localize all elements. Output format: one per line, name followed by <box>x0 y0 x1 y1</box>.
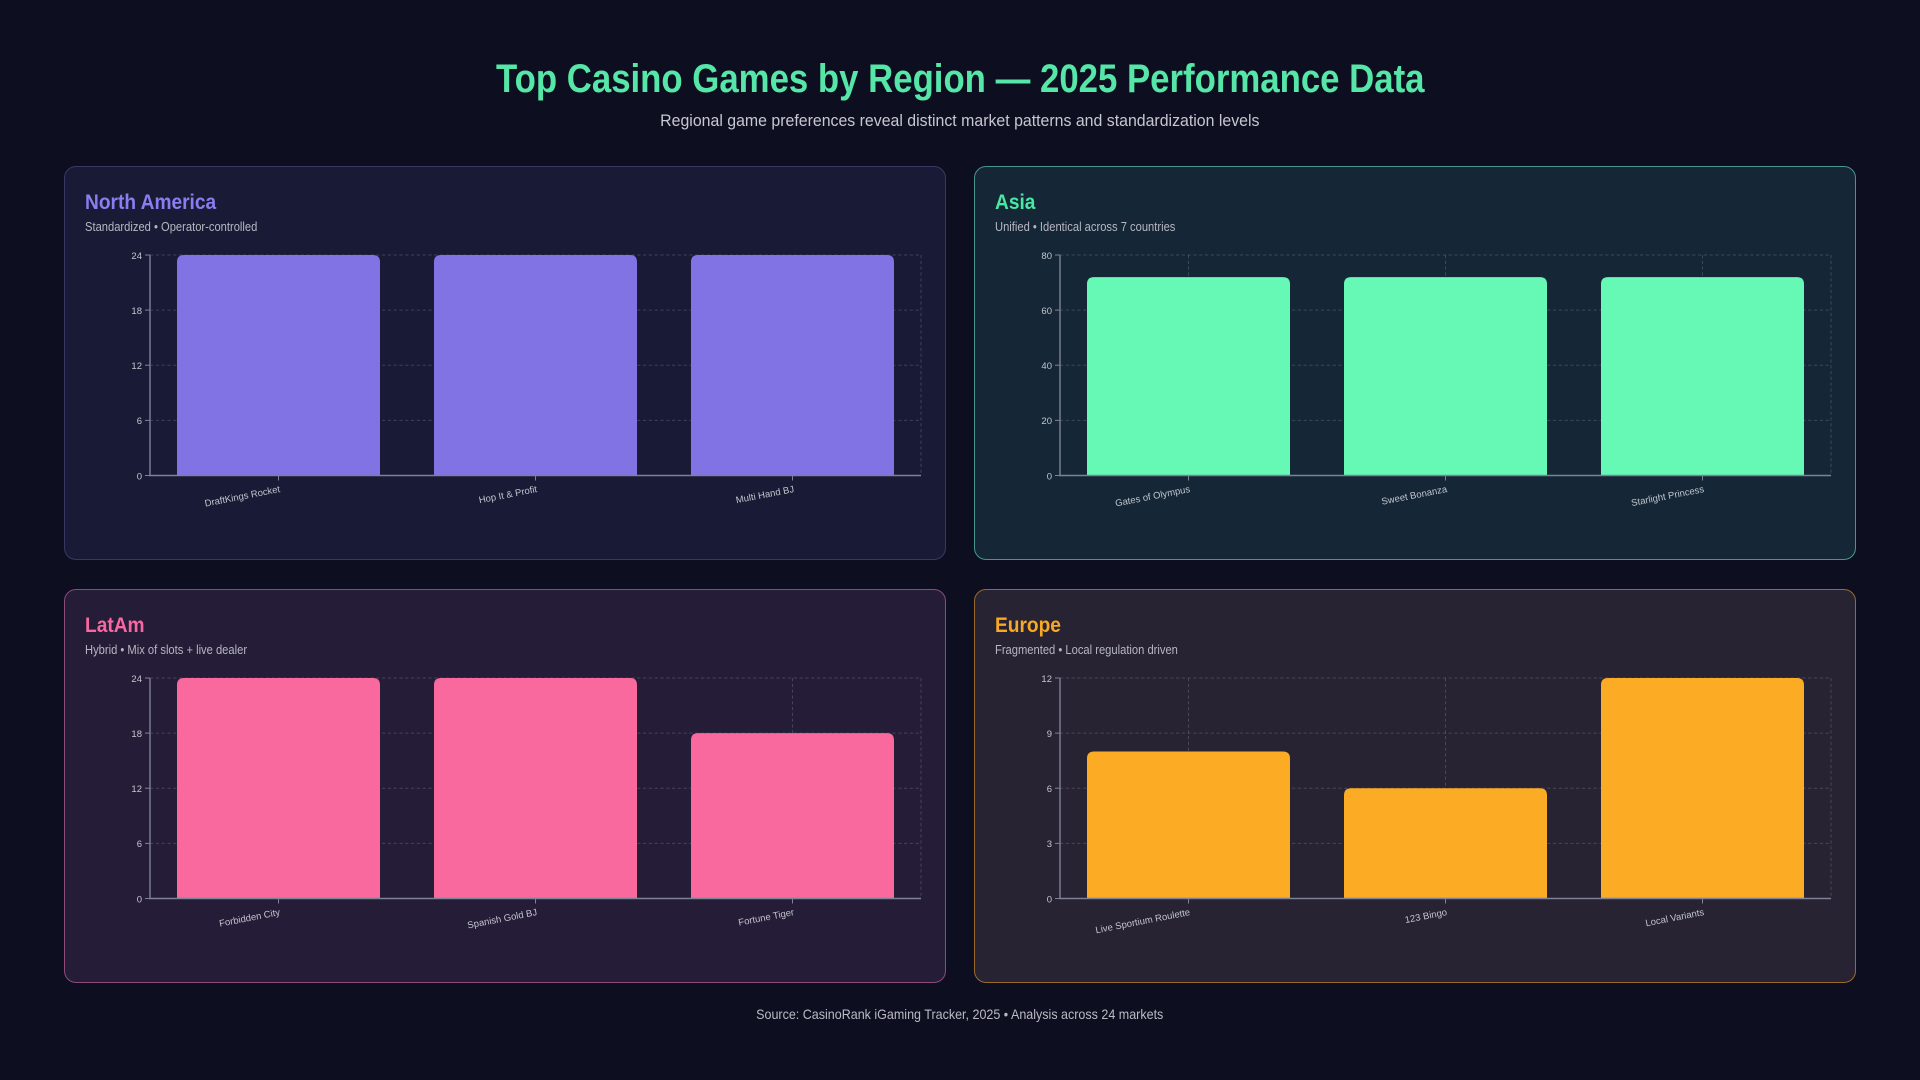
svg-text:Gates of Olympus: Gates of Olympus <box>1114 484 1191 509</box>
svg-text:Sweet Bonanza: Sweet Bonanza <box>1381 484 1449 508</box>
svg-text:60: 60 <box>1041 306 1052 317</box>
svg-text:12: 12 <box>1041 674 1052 685</box>
svg-text:Hop It & Profit: Hop It & Profit <box>478 484 539 506</box>
svg-text:6: 6 <box>137 416 142 427</box>
svg-text:123 Bingo: 123 Bingo <box>1404 907 1448 926</box>
svg-text:24: 24 <box>131 251 142 262</box>
svg-text:24: 24 <box>131 674 142 685</box>
svg-text:Multi Hand BJ: Multi Hand BJ <box>735 484 795 506</box>
svg-text:Live Sportium Roulette: Live Sportium Roulette <box>1095 907 1191 936</box>
svg-text:Forbidden City: Forbidden City <box>218 907 281 930</box>
svg-text:Fortune Tiger: Fortune Tiger <box>738 907 796 929</box>
svg-text:0: 0 <box>1047 894 1052 905</box>
svg-text:80: 80 <box>1041 251 1052 262</box>
svg-text:Spanish Gold BJ: Spanish Gold BJ <box>467 907 539 931</box>
svg-text:6: 6 <box>137 839 142 850</box>
svg-text:12: 12 <box>131 361 142 372</box>
svg-text:9: 9 <box>1047 729 1052 740</box>
svg-text:18: 18 <box>131 306 142 317</box>
svg-text:40: 40 <box>1041 361 1052 372</box>
svg-text:12: 12 <box>131 784 142 795</box>
svg-text:0: 0 <box>1047 471 1052 482</box>
svg-text:18: 18 <box>131 729 142 740</box>
svg-text:3: 3 <box>1047 839 1052 850</box>
svg-text:20: 20 <box>1041 416 1052 427</box>
svg-text:0: 0 <box>137 471 142 482</box>
svg-text:Starlight Princess: Starlight Princess <box>1630 484 1705 509</box>
svg-text:6: 6 <box>1047 784 1052 795</box>
svg-text:DraftKings Rocket: DraftKings Rocket <box>204 484 282 509</box>
svg-text:0: 0 <box>137 894 142 905</box>
svg-text:Local Variants: Local Variants <box>1645 907 1706 929</box>
